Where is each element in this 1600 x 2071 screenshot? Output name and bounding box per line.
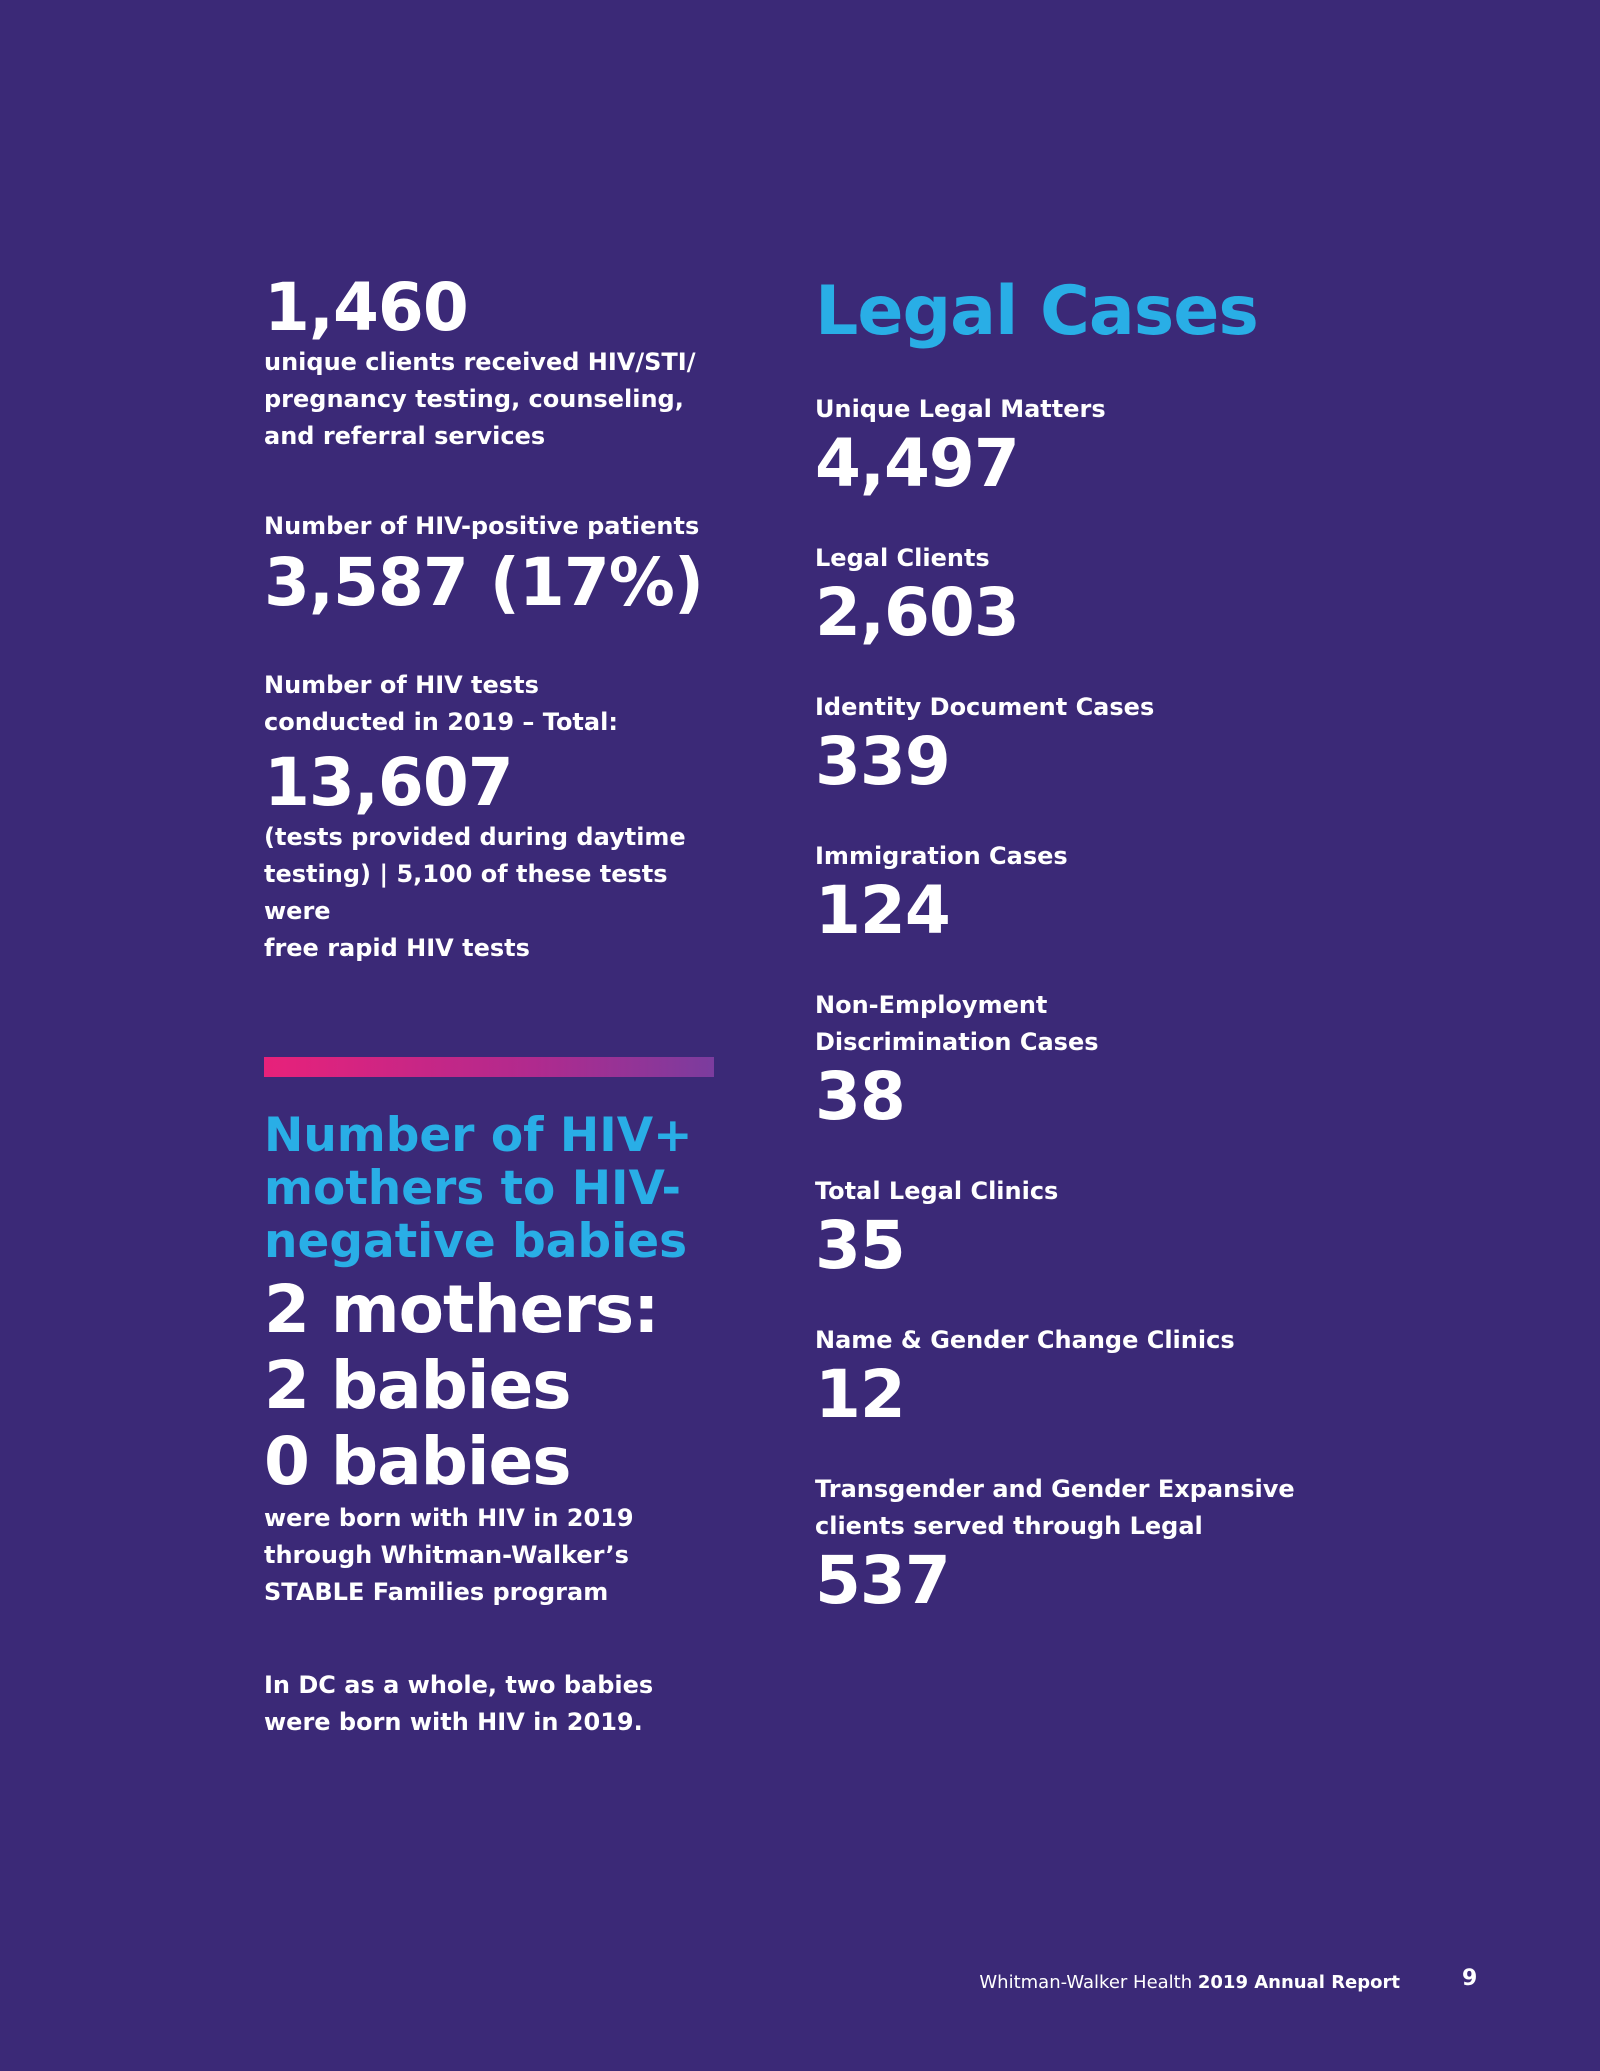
legal-stat-label: Total Legal Clinics <box>815 1177 1059 1205</box>
hiv-positive-label: Number of HIV-positive patients <box>264 512 700 540</box>
legal-stat: Immigration Cases 124 <box>815 838 1375 947</box>
legal-stat: Transgender and Gender Expansive clients… <box>815 1471 1375 1617</box>
legal-stat-label-line: clients served through Legal <box>815 1512 1203 1540</box>
legal-stat: Unique Legal Matters 4,497 <box>815 391 1375 500</box>
hiv-tests-stat: Number of HIV tests conducted in 2019 – … <box>264 667 734 967</box>
legal-stat-value: 35 <box>815 1207 906 1284</box>
page-number: 9 <box>1462 1966 1478 1991</box>
mothers-heading-line: negative babies <box>264 1214 688 1269</box>
legal-stat: Legal Clients 2,603 <box>815 540 1375 649</box>
mothers-stat: Number of HIV+ mothers to HIV- negative … <box>264 1109 734 1741</box>
mothers-figures: 2 mothers: 2 babies 0 babies <box>264 1272 734 1500</box>
hiv-tests-label-line: Number of HIV tests <box>264 671 539 699</box>
legal-stat-label: Legal Clients <box>815 544 990 572</box>
legal-stat-label: Identity Document Cases <box>815 693 1155 721</box>
mothers-heading: Number of HIV+ mothers to HIV- negative … <box>264 1109 734 1268</box>
mothers-figure-line: 2 mothers: <box>264 1271 660 1348</box>
hiv-positive-stat: Number of HIV-positive patients 3,587 (1… <box>264 508 734 619</box>
hiv-tests-desc-line: free rapid HIV tests <box>264 934 530 962</box>
mothers-figure-line: 2 babies <box>264 1347 572 1424</box>
legal-stat: Total Legal Clinics 35 <box>815 1173 1375 1282</box>
legal-stat-label: Name & Gender Change Clinics <box>815 1326 1235 1354</box>
legal-stat-label-line: Transgender and Gender Expansive <box>815 1475 1295 1503</box>
legal-stat-list: Unique Legal Matters 4,497 Legal Clients… <box>815 391 1375 1617</box>
legal-stat-value: 2,603 <box>815 574 1020 651</box>
hiv-tests-desc-line: (tests provided during daytime <box>264 823 686 851</box>
legal-stat-value: 124 <box>815 872 951 949</box>
clients-number: 1,460 <box>264 269 469 346</box>
legal-stat-label: Immigration Cases <box>815 842 1068 870</box>
clients-stat: 1,460 unique clients received HIV/STI/ p… <box>264 272 734 455</box>
dc-note: In DC as a whole, two babies were born w… <box>264 1667 734 1741</box>
legal-stat: Non-Employment Discrimination Cases 38 <box>815 987 1375 1133</box>
legal-stat-label: Unique Legal Matters <box>815 395 1106 423</box>
footer-org: Whitman-Walker Health <box>979 1972 1193 1993</box>
legal-stat: Identity Document Cases 339 <box>815 689 1375 798</box>
clients-desc-line: and referral services <box>264 422 546 450</box>
mothers-description: were born with HIV in 2019 through Whitm… <box>264 1500 734 1611</box>
right-column: Legal Cases Unique Legal Matters 4,497 L… <box>815 272 1375 1617</box>
clients-desc-line: unique clients received HIV/STI/ <box>264 348 696 376</box>
legal-stat-value: 339 <box>815 723 951 800</box>
legal-stat-label: Non-Employment Discrimination Cases <box>815 987 1375 1061</box>
legal-cases-title: Legal Cases <box>815 272 1259 351</box>
legal-stat: Name & Gender Change Clinics 12 <box>815 1322 1375 1431</box>
mothers-heading-line: mothers to HIV- <box>264 1161 681 1216</box>
clients-description: unique clients received HIV/STI/ pregnan… <box>264 344 734 455</box>
left-column: 1,460 unique clients received HIV/STI/ p… <box>264 272 734 1741</box>
legal-stat-value: 12 <box>815 1356 906 1433</box>
gradient-divider <box>264 1057 714 1077</box>
dc-note-line: In DC as a whole, two babies <box>264 1671 654 1699</box>
hiv-tests-number: 13,607 <box>264 744 514 821</box>
hiv-positive-number: 3,587 (17%) <box>264 544 704 621</box>
legal-stat-value: 38 <box>815 1058 906 1135</box>
mothers-heading-line: Number of HIV+ <box>264 1108 693 1163</box>
mothers-desc-line: through Whitman-Walker’s <box>264 1541 629 1569</box>
legal-stat-value: 537 <box>815 1542 951 1619</box>
legal-stat-value: 4,497 <box>815 425 1020 502</box>
footer-report-title: 2019 Annual Report <box>1197 1972 1400 1993</box>
legal-stat-label: Transgender and Gender Expansive clients… <box>815 1471 1375 1545</box>
hiv-tests-desc-line: testing) | 5,100 of these tests were <box>264 860 668 925</box>
mothers-figure-line: 0 babies <box>264 1423 572 1500</box>
legal-stat-label-line: Discrimination Cases <box>815 1028 1099 1056</box>
page-footer: Whitman-Walker Health 2019 Annual Report <box>979 1970 1400 1996</box>
mothers-desc-line: STABLE Families program <box>264 1578 609 1606</box>
hiv-tests-description: (tests provided during daytime testing) … <box>264 819 734 967</box>
hiv-tests-label: Number of HIV tests conducted in 2019 – … <box>264 667 734 741</box>
dc-note-line: were born with HIV in 2019. <box>264 1708 643 1736</box>
legal-stat-label-line: Non-Employment <box>815 991 1048 1019</box>
clients-desc-line: pregnancy testing, counseling, <box>264 385 684 413</box>
mothers-desc-line: were born with HIV in 2019 <box>264 1504 634 1532</box>
hiv-tests-label-line: conducted in 2019 – Total: <box>264 708 618 736</box>
